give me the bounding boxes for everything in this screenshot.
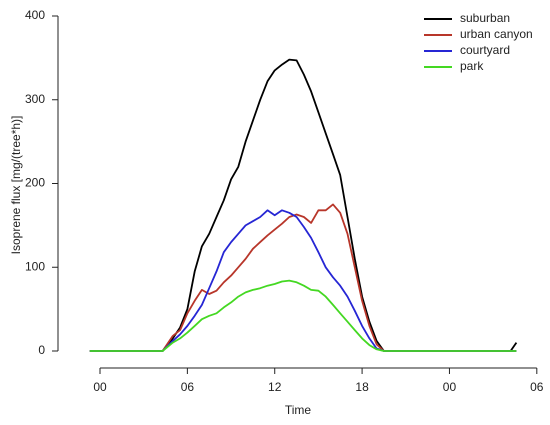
legend-label: urban canyon [460, 27, 533, 41]
series-line [89, 58, 518, 352]
legend-label: park [460, 59, 484, 73]
legend-label: suburban [460, 11, 510, 25]
x-tick-label: 00 [93, 380, 107, 394]
series-line [89, 279, 517, 352]
y-tick-label: 300 [25, 92, 45, 106]
x-tick-label: 12 [268, 380, 282, 394]
legend-label: courtyard [460, 43, 510, 57]
series-line [89, 209, 517, 352]
x-tick-label: 06 [181, 380, 195, 394]
y-tick-label: 200 [25, 176, 45, 190]
y-tick-label: 0 [38, 343, 45, 357]
y-tick-label: 400 [25, 8, 45, 22]
x-tick-label: 00 [443, 380, 457, 394]
y-tick-label: 100 [25, 259, 45, 273]
x-axis-label: Time [285, 403, 312, 417]
series-line [89, 203, 517, 352]
x-tick-label: 06 [530, 380, 544, 394]
y-axis-label: Isoprene flux [mg/(tree*h)] [9, 116, 23, 255]
x-tick-label: 18 [355, 380, 369, 394]
